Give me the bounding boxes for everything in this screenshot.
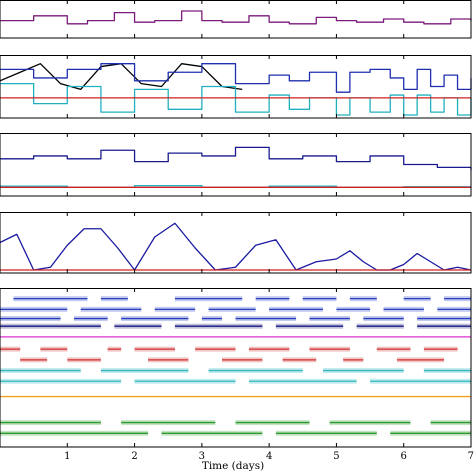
panel-1 <box>0 0 472 39</box>
panel-3-frame <box>0 133 472 197</box>
x-axis-label: Time (days) <box>202 460 264 472</box>
x-tick-label-5: 5 <box>333 451 339 462</box>
panels-group <box>0 0 472 448</box>
panel-5-frame <box>0 288 472 448</box>
x-axis-ticks: 1 2 3 4 5 6 7 <box>64 451 474 462</box>
x-tick-label-4: 4 <box>266 451 272 462</box>
panel-2 <box>0 55 472 119</box>
panel-4-series-1-line <box>0 222 472 271</box>
panel-3-series-1-line <box>0 146 472 171</box>
x-tick-label-6: 6 <box>401 451 407 462</box>
panel-3 <box>0 133 472 197</box>
panel-1-series-1-line <box>0 10 472 25</box>
panel-2-frame <box>0 55 472 119</box>
x-tick-label-7: 7 <box>468 451 474 462</box>
panel-5 <box>0 288 472 448</box>
panel-4 <box>0 212 472 274</box>
panel-1-frame <box>0 0 472 39</box>
panel-2-series-1-line <box>0 63 243 90</box>
x-tick-label-2: 2 <box>131 451 137 462</box>
x-tick-label-1: 1 <box>64 451 70 462</box>
panel-2-series-3-line <box>0 83 472 116</box>
x-tick-label-3: 3 <box>199 451 205 462</box>
panel-4-frame <box>0 212 472 274</box>
panel-2-series-2-line <box>0 63 472 93</box>
